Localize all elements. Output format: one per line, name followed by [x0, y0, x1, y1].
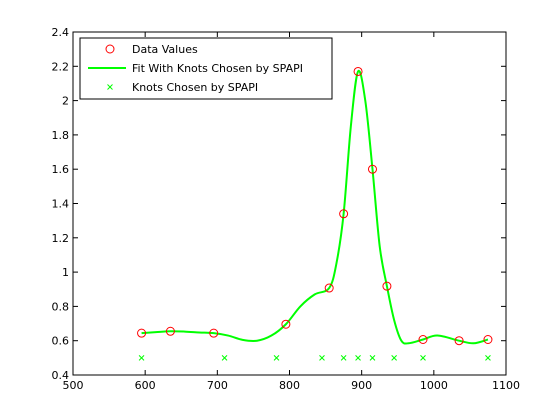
- knot-marker-stroke-b: [138, 354, 145, 361]
- legend-label: Knots Chosen by SPAPI: [132, 81, 258, 94]
- y-tick-label: 2: [62, 95, 69, 108]
- data-point: [281, 319, 291, 329]
- x-tick-label: 800: [279, 379, 300, 392]
- knot-marker-stroke-b: [319, 354, 325, 361]
- x-tick-label: 1000: [420, 379, 448, 392]
- knot-marker: [221, 354, 228, 361]
- x-tick-label: 600: [135, 379, 156, 392]
- knot-marker: [420, 354, 426, 361]
- legend-label: Fit With Knots Chosen by SPAPI: [132, 62, 303, 75]
- knots-series: [138, 354, 491, 361]
- y-tick-label: 2.4: [52, 26, 70, 39]
- legend-swatch-marker: [105, 44, 115, 54]
- data-point: [454, 336, 464, 346]
- fit-line: [141, 69, 489, 345]
- knot-marker: [340, 354, 347, 361]
- y-tick-label: 0.6: [52, 335, 70, 348]
- data-values-series: [137, 66, 493, 346]
- y-tick-label: 1.8: [52, 129, 70, 142]
- knot-marker-stroke-b: [420, 354, 426, 361]
- knot-marker: [391, 354, 397, 361]
- x-tick-label: 900: [351, 379, 372, 392]
- knot-marker-stroke-b: [391, 354, 397, 361]
- y-tick-label: 1: [62, 266, 69, 279]
- series-layer: [137, 66, 493, 361]
- knot-marker: [369, 354, 376, 361]
- knot-marker-stroke-b: [273, 354, 280, 361]
- knot-marker-stroke-b: [369, 354, 376, 361]
- legend-entry: Data Values: [105, 43, 198, 56]
- y-tick-label: 0.4: [52, 369, 70, 382]
- data-point: [382, 281, 392, 291]
- data-point: [324, 283, 334, 293]
- data-point: [165, 326, 175, 336]
- y-tick-label: 0.8: [52, 300, 70, 313]
- legend-swatch-marker: [107, 84, 113, 90]
- data-point: [483, 334, 493, 344]
- knot-marker: [485, 354, 491, 361]
- legend-label: Data Values: [132, 43, 198, 56]
- data-point: [353, 66, 363, 76]
- data-point: [367, 164, 377, 174]
- y-tick-label: 1.2: [52, 232, 70, 245]
- knot-marker-stroke-b: [221, 354, 228, 361]
- y-tick-label: 1.6: [52, 163, 70, 176]
- x-tick-label: 1100: [492, 379, 520, 392]
- axes-layer: 500 600 700 800 900 1000 1100 0.4 0.6 0.8 1 1.2 1.4 1…: [52, 26, 521, 392]
- legend-entry: Knots Chosen by SPAPI: [107, 81, 258, 94]
- x-tick-label: 700: [207, 379, 228, 392]
- knot-marker-stroke-b: [485, 354, 491, 361]
- data-point: [418, 334, 428, 344]
- legend-entry: Fit With Knots Chosen by SPAPI: [88, 62, 303, 75]
- legend: Data Values Fit With Knots Chosen by SPAP…: [79, 37, 333, 100]
- x-tick-label: 500: [63, 379, 84, 392]
- knot-marker-stroke-b: [340, 354, 347, 361]
- knot-marker: [273, 354, 280, 361]
- data-point: [339, 209, 349, 219]
- knot-marker-stroke-b: [355, 354, 361, 361]
- knot-marker: [355, 354, 361, 361]
- knot-marker: [319, 354, 325, 361]
- legend-swatch-marker-stroke-b: [107, 84, 113, 90]
- y-tick-label: 2.2: [52, 60, 70, 73]
- y-tick-label: 1.4: [52, 198, 70, 211]
- data-point: [137, 328, 147, 338]
- knot-marker: [138, 354, 145, 361]
- data-point: [209, 328, 219, 338]
